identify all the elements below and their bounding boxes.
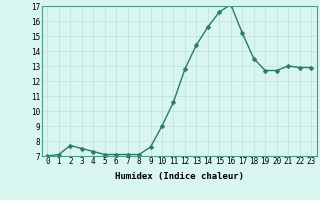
- X-axis label: Humidex (Indice chaleur): Humidex (Indice chaleur): [115, 172, 244, 181]
